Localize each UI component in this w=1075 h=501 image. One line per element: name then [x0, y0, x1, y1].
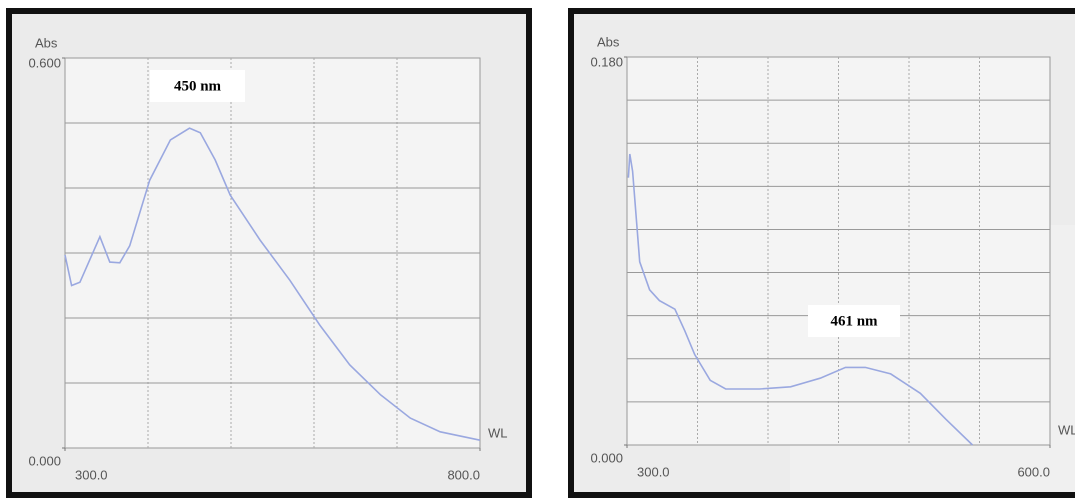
y-tick-label: 0.180: [590, 54, 623, 69]
annotation: 450 nm: [174, 78, 222, 94]
y-axis-label: Abs: [597, 34, 620, 49]
y-axis-label: Abs: [35, 35, 58, 50]
x-tick-label: 300.0: [75, 467, 108, 482]
chart: 0.000 0.600 300.0 800.0 Abs WL 450 nm 0.000 0.18…: [0, 0, 1075, 501]
y-tick-label: 0.000: [28, 453, 61, 468]
annotation: 461 nm: [830, 313, 878, 329]
y-tick-label: 0.600: [28, 55, 61, 70]
y-tick-label: 0.000: [590, 450, 623, 465]
x-tick-label: 600.0: [1017, 464, 1050, 479]
x-tick-label: 800.0: [447, 467, 480, 482]
page: {"chart_data": [ {"type": "line", "annot…: [0, 0, 1075, 501]
x-axis-label: WL: [1058, 422, 1075, 437]
x-axis-label: WL: [488, 425, 508, 440]
x-tick-label: 300.0: [637, 464, 670, 479]
